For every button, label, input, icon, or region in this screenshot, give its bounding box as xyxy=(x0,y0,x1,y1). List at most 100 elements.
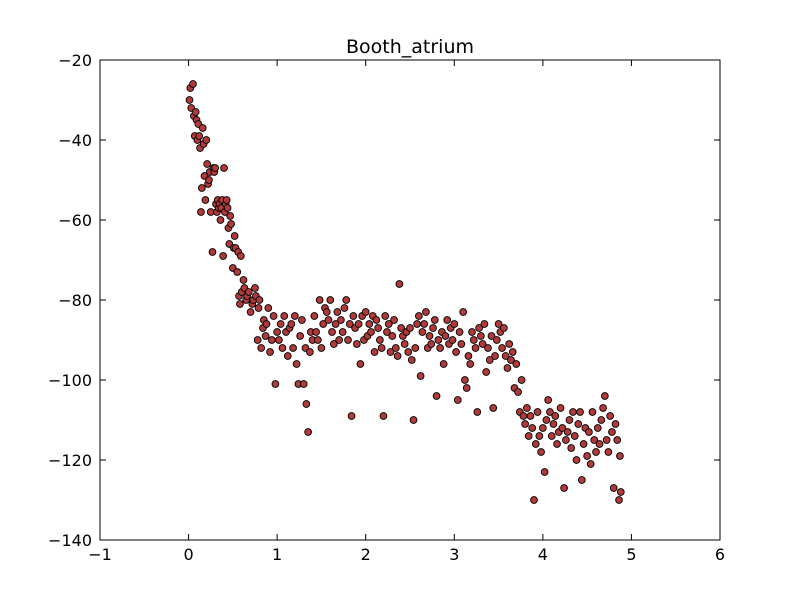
scatter-point xyxy=(588,408,597,416)
scatter-point xyxy=(439,360,448,368)
scatter-point xyxy=(322,308,331,316)
y-tick-label: −120 xyxy=(48,451,92,470)
scatter-point xyxy=(314,336,322,344)
scatter-point xyxy=(222,196,231,204)
scatter-point xyxy=(455,328,464,336)
scatter-point xyxy=(391,344,400,352)
scatter-point xyxy=(475,324,483,332)
scatter-point xyxy=(236,252,245,260)
scatter-point xyxy=(406,324,414,332)
scatter-point xyxy=(289,344,297,352)
scatter-point xyxy=(376,336,384,344)
x-tick-label: −1 xyxy=(88,545,112,564)
scatter-point xyxy=(185,96,194,104)
scatter-point xyxy=(230,232,239,240)
scatter-point xyxy=(601,392,609,400)
scatter-point xyxy=(489,404,498,412)
scatter-point xyxy=(579,440,588,448)
scatter-point xyxy=(567,444,576,452)
scatter-point xyxy=(609,484,618,492)
scatter-point xyxy=(427,340,436,348)
y-tick-label: −60 xyxy=(58,211,92,230)
scatter-point xyxy=(574,420,583,428)
scatter-point xyxy=(198,124,207,132)
scatter-point xyxy=(434,336,443,344)
scatter-point xyxy=(576,408,584,416)
scatter-point xyxy=(304,428,312,436)
scatter-point xyxy=(384,320,393,328)
scatter-point xyxy=(267,336,276,344)
scatter-point xyxy=(606,412,615,420)
scatter-point xyxy=(254,304,263,312)
scatter-point xyxy=(264,304,273,312)
scatter-point xyxy=(273,328,281,336)
scatter-point xyxy=(546,408,554,416)
scatter-point xyxy=(409,416,418,424)
scatter-point xyxy=(544,396,553,404)
scatter-point xyxy=(255,296,264,304)
scatter-point xyxy=(202,136,211,144)
scatter-point xyxy=(386,348,395,356)
scatter-point xyxy=(377,344,386,352)
scatter-point xyxy=(487,332,496,340)
scatter-point xyxy=(223,204,232,212)
x-tick-label: 6 xyxy=(715,545,725,564)
scatter-point xyxy=(302,400,311,408)
scatter-point xyxy=(590,436,599,444)
plot-frame xyxy=(99,59,721,541)
y-tick-label: −40 xyxy=(58,131,92,150)
scatter-point xyxy=(262,320,271,328)
scatter-point xyxy=(315,296,324,304)
scatter-point xyxy=(340,304,349,312)
scatter-point xyxy=(227,220,235,228)
scatter-point xyxy=(569,408,577,416)
scatter-point xyxy=(367,328,375,336)
scatter-point xyxy=(189,80,197,88)
scatter-point xyxy=(583,452,591,460)
scatter-point xyxy=(562,436,570,444)
scatter-point xyxy=(563,428,572,436)
scatter-point xyxy=(345,320,354,328)
scatter-point xyxy=(425,332,434,340)
scatter-point xyxy=(478,340,487,348)
scatter-point xyxy=(331,320,340,328)
scatter-point xyxy=(233,268,242,276)
scatter-point xyxy=(540,468,549,476)
scatter-point xyxy=(556,404,565,412)
scatter-point xyxy=(450,320,459,328)
scatter-point xyxy=(420,320,429,328)
scatter-point xyxy=(395,280,404,288)
scatter-point xyxy=(599,404,607,412)
scatter-point xyxy=(523,404,531,412)
scatter-point xyxy=(291,312,299,320)
scatter-point xyxy=(370,348,379,356)
scatter-point xyxy=(593,424,602,432)
scatter-point xyxy=(484,344,492,352)
scatter-point xyxy=(572,456,581,464)
scatter-point xyxy=(306,348,314,356)
y-tick-label: −140 xyxy=(48,531,92,550)
scatter-point xyxy=(418,328,427,336)
scatter-point xyxy=(539,424,547,432)
scatter-point xyxy=(195,132,204,140)
scatter-point xyxy=(275,336,283,344)
scatter-point xyxy=(432,392,441,400)
scatter-point xyxy=(236,300,244,308)
y-tick-label: −20 xyxy=(58,51,92,70)
scatter-point xyxy=(342,296,351,304)
scatter-point xyxy=(269,312,278,320)
scatter-point xyxy=(471,344,480,352)
scatter-point xyxy=(400,340,409,348)
scatter-point xyxy=(512,360,521,368)
scatter-point xyxy=(201,196,210,204)
scatter-point xyxy=(404,348,413,356)
scatter-point xyxy=(353,340,361,348)
x-tick-label: 4 xyxy=(538,545,548,564)
scatter-point xyxy=(585,428,593,436)
scatter-point xyxy=(491,352,499,360)
scatter-point xyxy=(565,416,574,424)
scatter-point xyxy=(464,352,473,360)
scatter-point xyxy=(448,336,457,344)
